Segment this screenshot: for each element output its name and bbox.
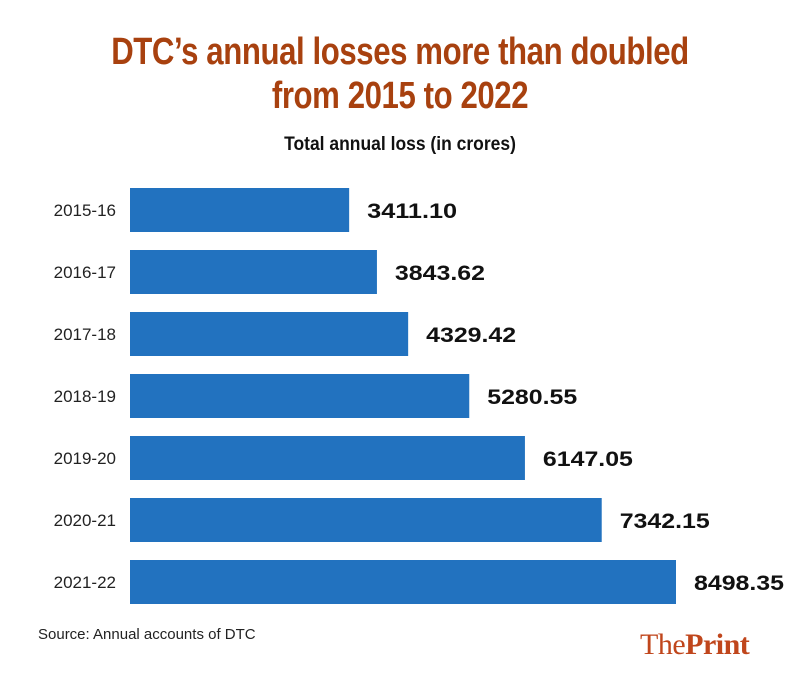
chart-title-line-1: DTC’s annual losses more than doubled [111,31,689,73]
chart-subtitle: Total annual loss (in crores) [284,134,516,155]
bar-2018-19 [130,374,470,418]
value-label: 3843.62 [395,262,485,285]
bar-2017-18 [130,312,409,356]
logo-the: The [640,628,686,661]
value-label: 7342.15 [620,510,710,533]
value-label: 5280.55 [487,386,577,409]
category-label: 2017-18 [54,325,116,344]
value-label: 4329.42 [426,324,516,347]
source-note: Source: Annual accounts of DTC [38,626,256,643]
bar-2020-21 [130,498,602,542]
category-label: 2018-19 [54,387,116,406]
category-label: 2015-16 [54,201,116,220]
chart-title: DTC’s annual losses more than doubled fr… [72,30,728,118]
value-label: 3411.10 [367,200,457,223]
value-label: 6147.05 [543,448,633,471]
bar-2015-16 [130,188,350,232]
category-label: 2019-20 [54,449,116,468]
bar-2019-20 [130,436,525,480]
bar-2016-17 [130,250,377,294]
theprint-logo: ThePrint [640,628,750,662]
bar-2021-22 [130,560,676,604]
category-label: 2021-22 [54,573,116,592]
category-label: 2016-17 [54,263,116,282]
chart-title-line-2: from 2015 to 2022 [271,75,529,117]
value-label: 8498.35 [694,572,784,595]
logo-print: Print [685,628,750,661]
category-label: 2020-21 [54,511,116,530]
